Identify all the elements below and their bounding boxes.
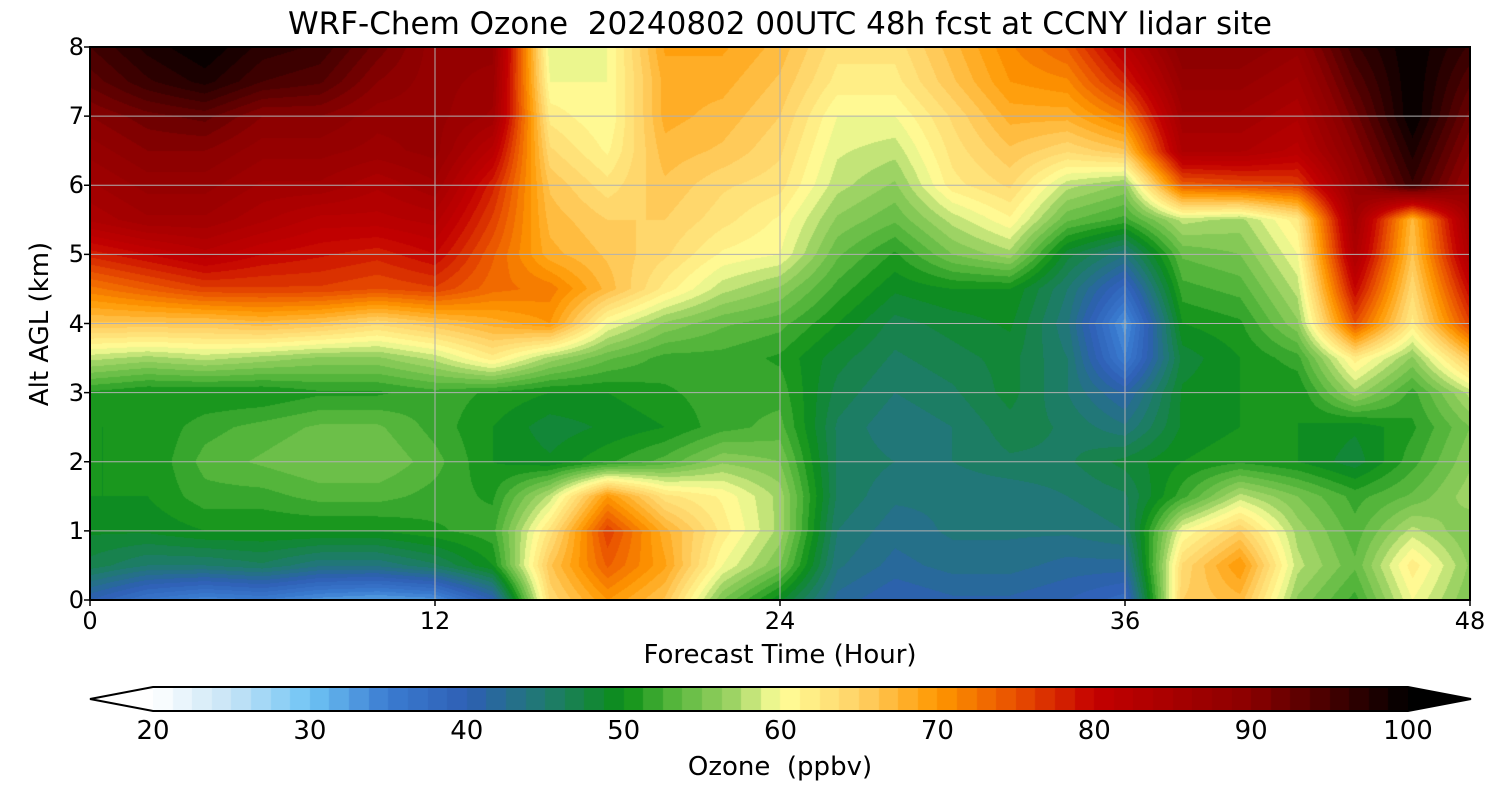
- colorbar-tick-label: 50: [607, 716, 641, 746]
- x-tick-label: 0: [82, 607, 98, 635]
- y-tick-label: 8: [68, 33, 84, 61]
- y-tick-label: 4: [68, 309, 84, 338]
- y-tick-label: 1: [68, 516, 84, 545]
- x-tick-label: 48: [1454, 607, 1486, 635]
- y-tick-label: 5: [68, 240, 84, 269]
- colorbar-extend-max: [1408, 687, 1471, 711]
- colorbar-tick-label: 20: [136, 716, 170, 746]
- colorbar-label: Ozone (ppbv): [687, 752, 873, 782]
- y-tick-label: 3: [68, 378, 84, 407]
- colorbar-tick-label: 80: [1077, 716, 1111, 746]
- colorbar-gradient: [153, 687, 1408, 711]
- y-tick-label: 7: [68, 102, 84, 131]
- x-tick-label: 24: [764, 607, 796, 635]
- colorbar-frame: [89, 686, 1472, 712]
- colorbar-tick-label: 30: [293, 716, 327, 746]
- colorbar: [88, 685, 1473, 715]
- colorbar-tick-label: 90: [1234, 716, 1268, 746]
- y-tick-label: 0: [68, 586, 84, 614]
- x-tick-label: 12: [419, 607, 451, 635]
- plot-overlay: [84, 46, 1471, 606]
- colorbar-tick-label: 100: [1383, 716, 1433, 746]
- colorbar-tick-label: 60: [763, 716, 798, 746]
- y-axis-label: Alt AGL (km): [25, 241, 55, 407]
- y-tick-label: 6: [68, 171, 84, 200]
- y-tick-label: 2: [68, 447, 84, 476]
- chart-title: WRF-Chem Ozone 20240802 00UTC 48h fcst a…: [288, 6, 1272, 42]
- colorbar-tick-label: 70: [920, 716, 954, 746]
- x-axis-label: Forecast Time (Hour): [643, 640, 917, 670]
- colorbar-tick-label: 40: [450, 716, 484, 746]
- plot-area: [84, 46, 1471, 606]
- colorbar-outline: [89, 686, 1472, 712]
- x-tick-label: 36: [1109, 607, 1141, 635]
- colorbar-extend-min: [90, 687, 153, 711]
